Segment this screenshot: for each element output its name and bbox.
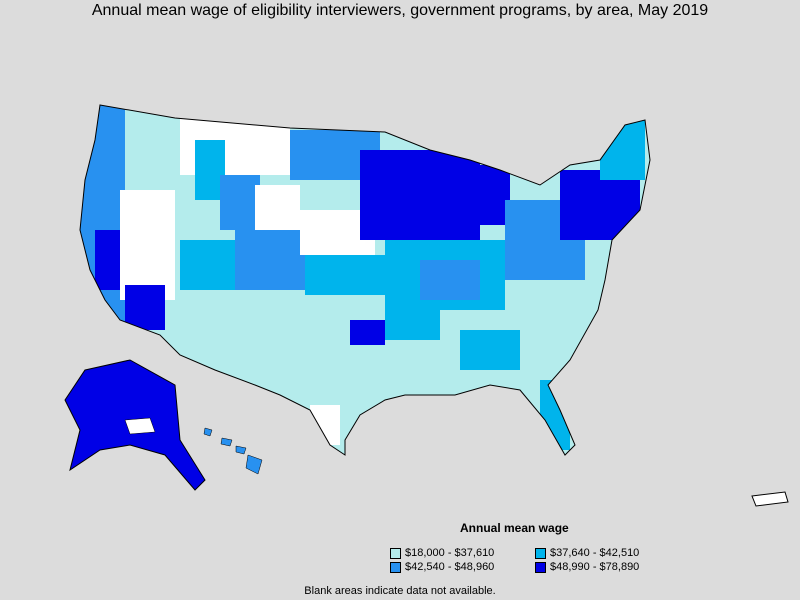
legend-swatch-3	[390, 561, 401, 573]
legend-swatch-2	[535, 547, 546, 559]
legend-swatch-4	[535, 561, 546, 573]
puerto-rico	[751, 491, 789, 507]
legend-item-4: $48,990 - $78,890	[535, 561, 639, 573]
legend-label-4: $48,990 - $78,890	[550, 561, 640, 573]
no-data-note: Blank areas indicate data not available.	[304, 585, 496, 597]
legend-label-2: $37,640 - $42,510	[550, 547, 640, 559]
map-title: Annual mean wage of eligibility intervie…	[91, 2, 709, 19]
legend-label-3: $42,540 - $48,960	[405, 561, 495, 573]
legend-swatch-1	[390, 547, 401, 559]
hawaii	[203, 427, 263, 475]
legend-label-1: $18,000 - $37,610	[405, 547, 495, 559]
alaska-no-data-area	[124, 417, 156, 435]
legend-item-3: $42,540 - $48,960	[390, 561, 494, 573]
legend-title: Annual mean wage	[460, 521, 569, 535]
conus-outline	[79, 104, 651, 456]
legend-item-1: $18,000 - $37,610	[390, 547, 494, 559]
legend-item-2: $37,640 - $42,510	[535, 547, 639, 559]
